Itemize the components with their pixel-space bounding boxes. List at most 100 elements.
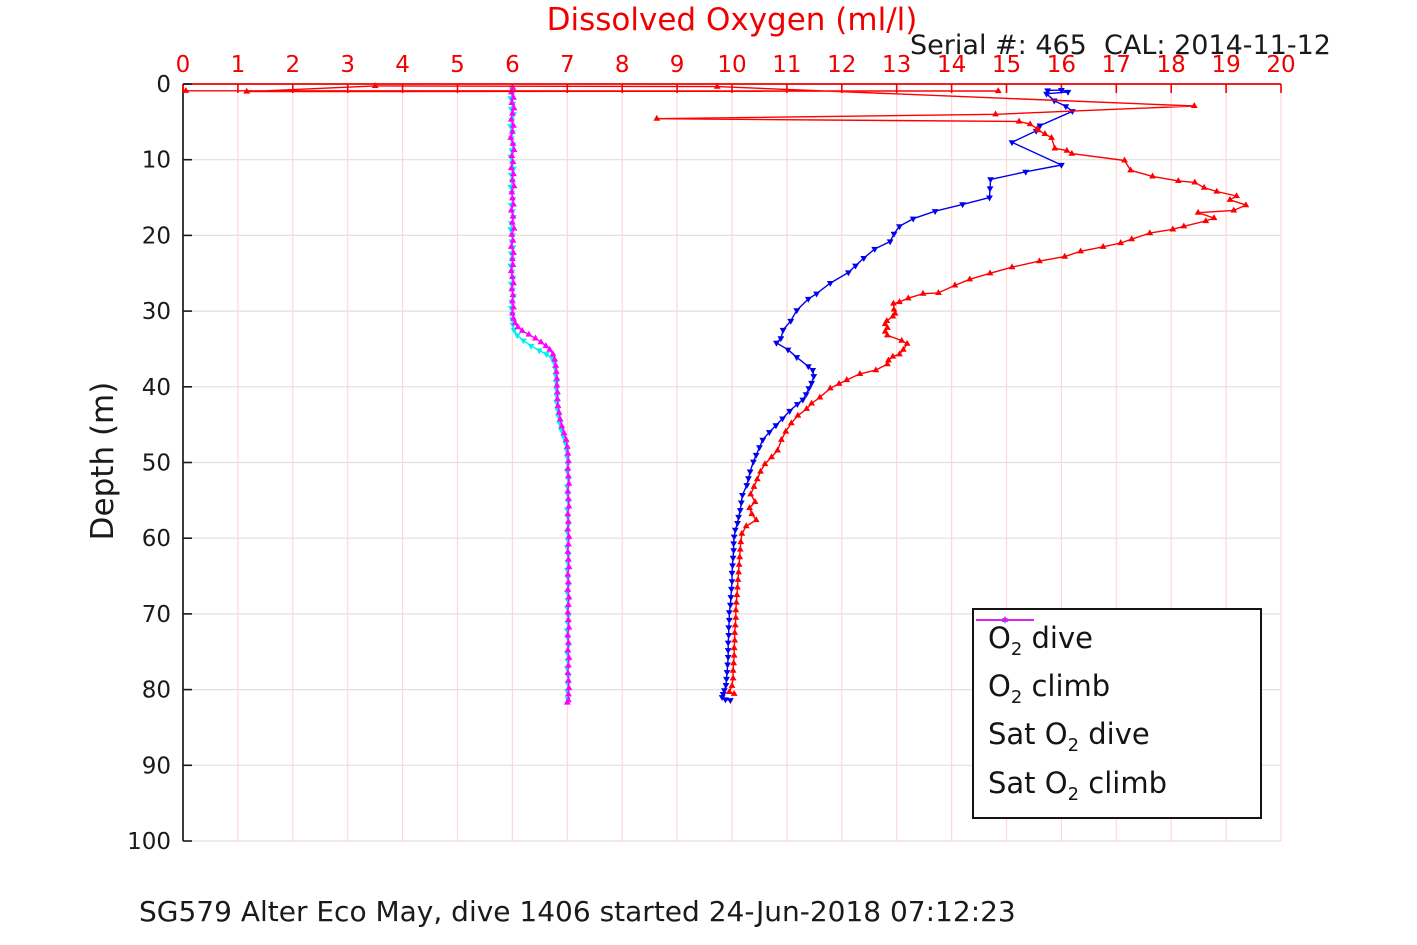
o2-climb-marker [746, 504, 753, 511]
o2-climb-marker [1041, 130, 1049, 137]
sat-o2-climb-marker [564, 578, 572, 585]
sat-o2-dive-marker [563, 666, 571, 673]
o2-climb-marker [889, 352, 897, 359]
x-tick-label: 5 [450, 52, 465, 78]
sat-o2-climb-marker [556, 415, 564, 422]
o2-climb-marker [1036, 257, 1043, 264]
sat-o2-dive-marker [563, 448, 571, 455]
o2-dive-marker [726, 698, 734, 704]
x-tick-label: 12 [827, 52, 856, 78]
sat-o2-climb-marker [564, 631, 572, 638]
o2-climb-marker [768, 453, 775, 460]
sat-o2-climb-marker [552, 367, 560, 374]
sat-o2-climb-marker [565, 684, 573, 691]
x-tick-label: 10 [717, 52, 746, 78]
o2-climb-marker [883, 323, 891, 330]
sat-o2-climb-marker [507, 133, 515, 140]
x-tick-label: 16 [1047, 52, 1076, 78]
o2-dive-marker [896, 224, 903, 231]
legend-label-o2-climb: O2 climb [988, 668, 1111, 708]
o2-climb-marker [903, 339, 911, 346]
o2-climb-marker [774, 446, 781, 453]
sat-o2-dive-marker [564, 681, 572, 688]
sat-o2-climb-marker [564, 472, 572, 479]
sat-o2-climb-marker [564, 669, 572, 676]
o2-climb-marker [883, 360, 891, 367]
o2-climb-marker [732, 598, 740, 605]
o2-dive-marker [986, 186, 994, 193]
o2-climb-marker [730, 659, 738, 666]
sat-o2-climb-marker [546, 345, 554, 352]
o2-climb-marker [1180, 222, 1188, 229]
sat-o2-climb-marker [553, 381, 561, 388]
y-tick-label: 50 [142, 451, 171, 477]
o2-climb-marker [371, 82, 379, 88]
x-tick-label: 0 [176, 52, 191, 78]
o2-climb-marker [728, 682, 736, 688]
sat-o2-dive-marker [552, 386, 560, 393]
y-tick-label: 60 [142, 526, 171, 552]
o2-climb-marker [1099, 242, 1107, 249]
o2-dive-marker [724, 662, 732, 669]
o2-climb-marker [748, 510, 756, 517]
sat-o2-climb-marker [507, 115, 515, 122]
sat-o2-climb-marker [514, 323, 522, 330]
o2-dive-marker [772, 423, 780, 430]
x-tick-label: 3 [340, 52, 355, 78]
o2-climb-marker [732, 606, 740, 613]
o2-climb-marker [750, 482, 758, 489]
sat-o2-dive-marker [552, 373, 560, 380]
o2-dive-marker [736, 508, 744, 514]
o2-climb-marker [731, 629, 739, 635]
sat-o2-climb-marker [510, 121, 517, 128]
o2-dive-marker [724, 640, 732, 647]
o2-climb-marker [1068, 149, 1076, 156]
o2-dive-marker [731, 527, 739, 534]
o2-climb-marker [992, 110, 999, 117]
o2-climb-marker [735, 568, 742, 575]
sat-o2-climb-marker [509, 140, 517, 146]
o2-dive-marker [793, 308, 801, 315]
o2-climb-marker [737, 538, 745, 545]
sat-o2-climb-marker [564, 449, 572, 456]
o2-dive-marker [909, 216, 917, 223]
serial-cal-annotation: Serial #: 465 CAL: 2014-11-12 [910, 30, 1331, 61]
o2-climb-marker [856, 370, 864, 377]
o2-climb-marker [1061, 252, 1069, 259]
sat-o2-climb-marker [554, 395, 561, 402]
sat-o2-dive-marker [527, 343, 535, 350]
o2-climb-marker [1210, 214, 1218, 221]
o2-climb-marker [808, 399, 816, 406]
o2-climb-marker [729, 666, 737, 673]
o2-climb-marker [787, 419, 795, 426]
o2-dive-marker [743, 483, 751, 490]
sat-o2-dive-marker [563, 530, 571, 536]
o2-dive-marker [725, 610, 733, 617]
o2-dive-marker [1043, 91, 1050, 98]
sat-o2-climb-marker [555, 408, 563, 415]
o2-dive-marker [787, 318, 795, 325]
o2-climb-marker [1230, 206, 1238, 213]
o2-climb-marker [1174, 177, 1182, 183]
o2-climb-marker [730, 651, 738, 658]
sat-o2-climb-marker [507, 164, 515, 171]
sat-o2-climb-marker [563, 698, 571, 705]
sat-o2-climb-marker [565, 654, 573, 660]
sat-o2-climb-marker [509, 83, 517, 90]
o2-climb-marker [1190, 102, 1198, 109]
o2-dive-marker [724, 648, 732, 655]
sat-o2-climb-marker [565, 623, 573, 630]
sat-o2-climb-marker [558, 422, 566, 429]
o2-climb-marker [1033, 124, 1041, 131]
o2-dive-marker [719, 692, 727, 698]
o2-climb-marker [1128, 235, 1136, 242]
o2-dive-marker [786, 408, 794, 415]
sat-o2-dive-marker [564, 537, 572, 544]
sat-o2-climb-marker [564, 487, 572, 494]
legend: O2 dive O2 climb Sat O2 dive Sat O2 climb [972, 608, 1262, 819]
o2-climb-marker [1149, 172, 1156, 179]
sat-o2-dive-marker [563, 651, 571, 658]
o2-dive-marker [722, 682, 730, 689]
legend-item-sat-o2-dive: Sat O2 dive [976, 618, 1260, 755]
o2-climb-marker [794, 411, 802, 418]
